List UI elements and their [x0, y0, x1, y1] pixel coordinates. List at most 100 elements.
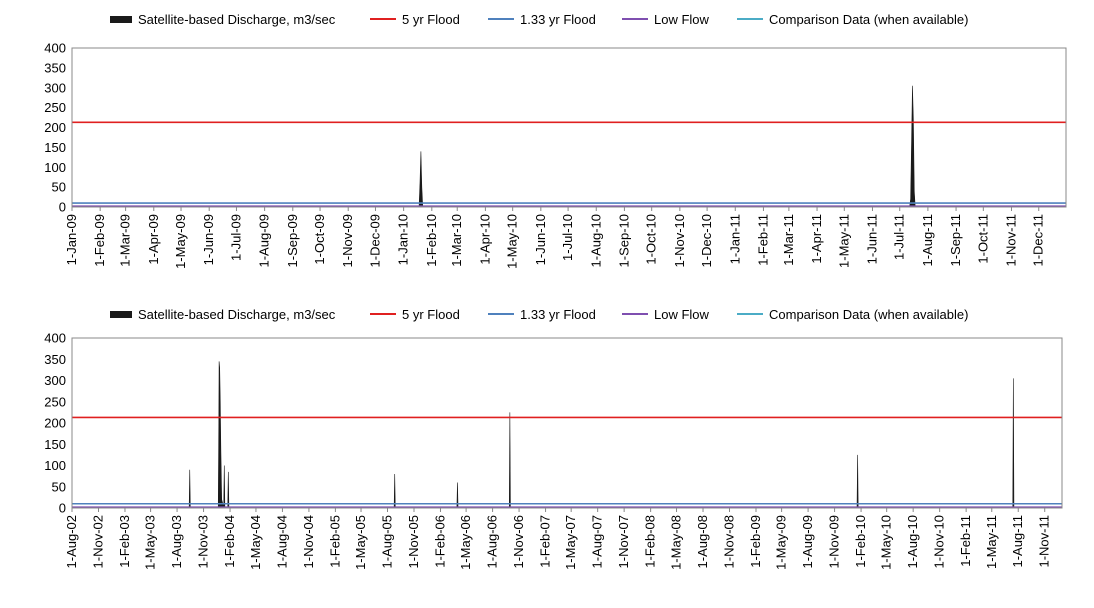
legend-item-flood133: 1.33 yr Flood [488, 9, 596, 29]
y-tick-label: 250 [44, 100, 66, 115]
y-tick-label: 200 [44, 416, 66, 431]
x-tick-label: 1-Aug-02 [64, 515, 79, 568]
y-tick-label: 250 [44, 394, 66, 409]
legend-swatch-flood5 [370, 313, 396, 315]
x-tick-label: 1-May-03 [143, 515, 158, 570]
x-tick-label: 1-Feb-11 [755, 214, 770, 266]
x-tick-label: 1-Oct-09 [312, 214, 327, 265]
x-tick-label: 1-Aug-11 [1010, 515, 1025, 568]
x-tick-label: 1-Nov-04 [301, 515, 316, 568]
chart-2009-2011: Satellite-based Discharge, m3/sec 5 yr F… [0, 0, 1094, 300]
x-tick-label: 1-May-10 [879, 515, 894, 570]
x-tick-label: 1-Nov-11 [1003, 214, 1018, 267]
discharge-area [71, 85, 1067, 208]
x-tick-label: 1-May-11 [836, 214, 851, 268]
legend-label-lowflow: Low Flow [654, 11, 709, 27]
discharge-area [71, 361, 1063, 509]
x-tick-label: 1-Nov-07 [616, 515, 631, 568]
legend-swatch-lowflow [622, 18, 648, 20]
x-tick-label: 1-May-08 [669, 515, 684, 570]
legend-item-flood133: 1.33 yr Flood [488, 304, 596, 324]
legend-swatch-comparison [737, 313, 763, 315]
x-tick-label: 1-Apr-09 [146, 214, 161, 265]
x-tick-label: 1-Feb-04 [222, 515, 237, 568]
x-tick-label: 1-Dec-10 [699, 214, 714, 267]
x-tick-label: 1-Aug-10 [905, 515, 920, 568]
x-tick-label: 1-Oct-10 [644, 214, 659, 265]
x-tick-label: 1-Aug-05 [380, 515, 395, 568]
x-tick-label: 1-Jul-11 [892, 214, 907, 260]
y-tick-label: 50 [52, 479, 66, 494]
y-tick-label: 350 [44, 352, 66, 367]
x-tick-label: 1-Feb-11 [958, 515, 973, 567]
legend-label-flood5: 5 yr Flood [402, 306, 460, 322]
legend-item-flood5: 5 yr Flood [370, 9, 460, 29]
plot-area: 0 50 100 150 200 250 300 350 400 1-Aug-02 1-Nov-02… [44, 331, 1063, 570]
legend-swatch-discharge [110, 310, 132, 318]
y-tick-label: 50 [52, 180, 66, 195]
x-tick-label: 1-Jan-11 [727, 214, 742, 264]
x-tick-label: 1-Dec-09 [367, 214, 382, 267]
x-tick-label: 1-Apr-10 [477, 214, 492, 265]
legend-label-flood5: 5 yr Flood [402, 11, 460, 27]
x-tick-label: 1-May-06 [458, 515, 473, 570]
x-tick-label: 1-Aug-06 [485, 515, 500, 568]
y-tick-label: 0 [59, 200, 66, 215]
legend-item-flood5: 5 yr Flood [370, 304, 460, 324]
plot-frame [71, 337, 1063, 509]
x-tick-label: 1-Nov-05 [406, 515, 421, 568]
y-tick-label: 200 [44, 120, 66, 135]
x-tick-label: 1-Sep-11 [948, 214, 963, 267]
x-tick-label: 1-Apr-11 [809, 214, 824, 264]
y-tick-label: 300 [44, 373, 66, 388]
y-tick-label: 100 [44, 160, 66, 175]
legend-item-discharge: Satellite-based Discharge, m3/sec [110, 9, 335, 29]
legend-label-flood133: 1.33 yr Flood [520, 11, 596, 27]
legend-label-discharge: Satellite-based Discharge, m3/sec [138, 11, 336, 27]
x-tick-label: 1-Mar-10 [449, 214, 464, 267]
x-tick-label: 1-Nov-10 [672, 214, 687, 267]
x-tick-label: 1-May-07 [563, 515, 578, 570]
legend-label-discharge: Satellite-based Discharge, m3/sec [138, 306, 336, 322]
x-tick-label: 1-Nov-03 [196, 515, 211, 568]
x-tick-label: 1-Jul-10 [560, 214, 575, 261]
x-tick-label: 1-May-05 [353, 515, 368, 570]
x-tick-label: 1-May-11 [984, 515, 999, 569]
legend-swatch-lowflow [622, 313, 648, 315]
x-tick-label: 1-Jan-09 [64, 214, 79, 265]
x-tick-label: 1-Feb-09 [748, 515, 763, 568]
x-tick-label: 1-Mar-09 [118, 214, 133, 267]
x-tick-label: 1-Sep-10 [616, 214, 631, 267]
y-tick-label: 0 [59, 501, 66, 516]
legend-item-comparison: Comparison Data (when available) [737, 304, 968, 324]
x-tick-label: 1-Jun-10 [533, 214, 548, 265]
legend-item-comparison: Comparison Data (when available) [737, 9, 968, 29]
legend-label-flood133: 1.33 yr Flood [520, 306, 596, 322]
y-tick-label: 350 [44, 60, 66, 75]
x-tick-label: 1-Aug-08 [695, 515, 710, 568]
x-tick-label: 1-Feb-06 [432, 515, 447, 568]
x-tick-label: 1-Feb-08 [643, 515, 658, 568]
x-tick-label: 1-May-10 [505, 214, 520, 269]
x-tick-label: 1-Aug-03 [169, 515, 184, 568]
x-tick-label: 1-Nov-09 [827, 515, 842, 568]
x-tick-label: 1-May-04 [248, 515, 263, 570]
x-tick-label: 1-Jun-11 [864, 214, 879, 264]
x-tick-label: 1-Feb-09 [92, 214, 107, 267]
x-tick-label: 1-Jun-09 [201, 214, 216, 265]
legend-swatch-discharge [110, 15, 132, 23]
plot-area: 0 50 100 150 200 250 300 350 400 1-Jan-09 1-Feb-09… [44, 41, 1067, 269]
x-tick-label: 1-Feb-07 [538, 515, 553, 568]
x-tick-label: 1-Feb-03 [117, 515, 132, 568]
x-tick-label: 1-Feb-10 [424, 214, 439, 267]
x-tick-label: 1-Nov-02 [90, 515, 105, 568]
x-tick-label: 1-Aug-09 [257, 214, 272, 267]
x-tick-label: 1-Aug-04 [274, 515, 289, 568]
x-tick-label: 1-May-09 [173, 214, 188, 269]
x-tick-label: 1-May-09 [774, 515, 789, 570]
x-tick-label: 1-Nov-11 [1037, 515, 1052, 568]
x-tick-label: 1-Jul-09 [228, 214, 243, 261]
x-tick-label: 1-Sep-09 [285, 214, 300, 267]
y-tick-label: 100 [44, 458, 66, 473]
x-tick-label: 1-Aug-09 [800, 515, 815, 568]
